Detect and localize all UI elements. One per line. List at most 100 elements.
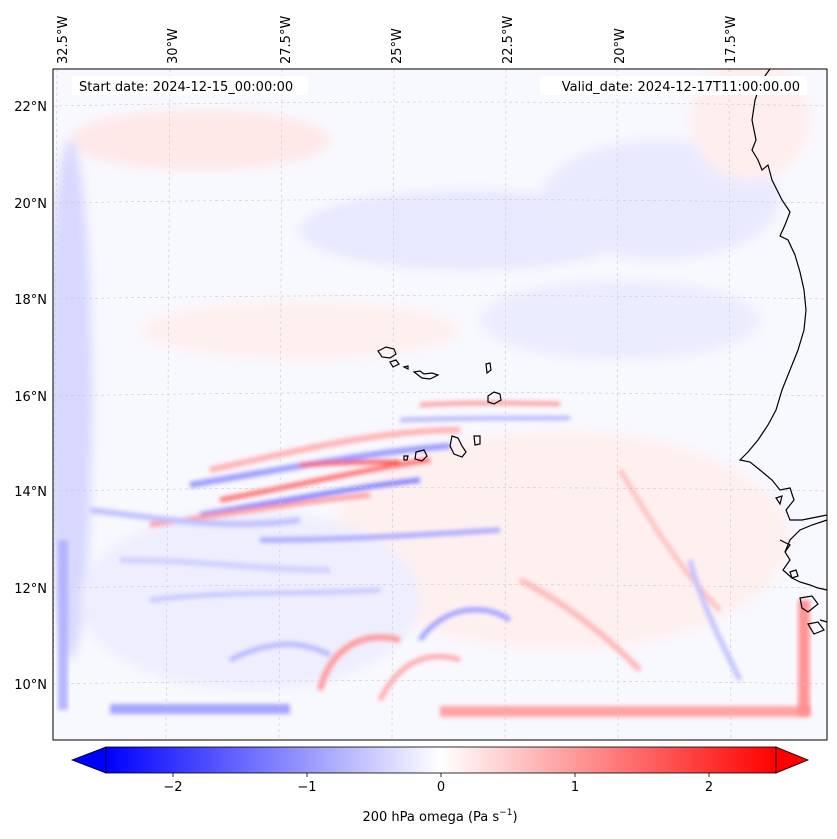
gridline-lat-10 (52, 680, 828, 685)
lon-label: 25°W (390, 28, 405, 64)
omega-streak (518, 577, 643, 673)
omega-streak (209, 427, 461, 473)
gridline-lon-27-5 (278, 68, 283, 741)
lon-label: 27.5°W (279, 16, 294, 64)
colorbar-label-exponent: −1 (499, 808, 512, 818)
omega-streak (417, 607, 512, 642)
omega-streak (419, 401, 561, 407)
lat-label: 14°N (14, 485, 47, 500)
omega-streak (377, 653, 461, 702)
omega-patch (330, 430, 790, 650)
start-date-box (72, 76, 308, 95)
omega-streak (687, 559, 743, 682)
omega-patch (53, 140, 92, 660)
colorbar-label-text: 200 hPa omega (Pa s (362, 810, 499, 825)
boundary-band-bottom-red (440, 706, 810, 717)
island-sao-nicolau (412, 370, 440, 380)
bijagos-islands (807, 619, 828, 635)
lon-label: 22.5°W (501, 16, 516, 64)
lat-label: 10°N (14, 678, 47, 693)
omega-streak (189, 443, 451, 488)
senegambia-coast (782, 519, 828, 591)
start-date-label: Start date: 2024-12-15_00:00:00 (79, 80, 293, 95)
colorbar-tick-label: 2 (705, 780, 713, 795)
colorbar-ticks: −2 −1 0 1 2 (163, 773, 713, 795)
coastal-islet (789, 569, 799, 579)
omega-streak (219, 457, 431, 503)
valid-date-box (540, 76, 807, 95)
omega-broad-patches (53, 69, 810, 690)
gridline-lon-22-5 (504, 68, 507, 741)
boundary-band-right-red (798, 600, 810, 715)
omega-streak (228, 641, 332, 663)
omega-streak (259, 527, 501, 543)
gridline-lon-32-5 (52, 68, 58, 741)
coastlines (738, 68, 828, 635)
colorbar-label-close: ) (512, 810, 517, 825)
valid-date-label: Valid_date: 2024-12-17T11:00:00.00 (562, 80, 800, 95)
gridline-lon-25 (391, 68, 395, 741)
colorbar-tick-label: −1 (297, 780, 316, 795)
coastal-inlet (779, 539, 791, 553)
omega-field (53, 69, 810, 717)
omega-streaks (89, 401, 743, 702)
omega-streak (399, 416, 571, 422)
coastal-islet (775, 495, 783, 506)
colorbar-tick-label: −2 (163, 780, 182, 795)
omega-streak (299, 460, 401, 467)
island-boa-vista (487, 391, 502, 405)
colorbar-tick-label: 0 (437, 780, 445, 795)
cape-verde-islands (377, 346, 502, 462)
lat-label: 22°N (14, 100, 47, 115)
latitude-labels: 22°N 20°N 18°N 16°N 14°N 12°N 10°N (14, 100, 47, 693)
omega-patch (480, 280, 760, 360)
gridline-lat-14 (52, 487, 828, 492)
gridline-lat-18 (52, 295, 828, 300)
lat-label: 18°N (14, 293, 47, 308)
boundary-band-left-blue (58, 540, 68, 710)
omega-patch (80, 510, 420, 690)
omega-patch (140, 300, 460, 360)
gridline-lat-12 (52, 584, 828, 589)
island-sao-vicente (389, 359, 400, 368)
lon-label: 32.5°W (56, 16, 71, 64)
omega-streak (89, 507, 301, 528)
guinea-bissau-coast (799, 595, 819, 613)
island-brava (403, 455, 409, 461)
island-santo-antao (377, 346, 397, 359)
colorbar: −2 −1 0 1 2 200 hPa omega (Pa s−1) (70, 746, 810, 825)
colorbar-label: 200 hPa omega (Pa s−1) (362, 808, 517, 825)
island-santiago (449, 435, 467, 458)
gridline-lon-20 (616, 68, 619, 741)
omega-patch (70, 110, 330, 170)
gridline-lat-22 (52, 101, 828, 107)
omega-patch (690, 69, 810, 180)
lon-label: 20°W (613, 28, 628, 64)
lat-label: 12°N (14, 582, 47, 597)
gridline-lat-20 (52, 199, 828, 204)
colorbar-tick-label: 1 (571, 780, 579, 795)
lon-label: 17.5°W (724, 16, 739, 64)
map-frame (52, 68, 828, 741)
africa-coastline (738, 68, 828, 521)
island-sal (485, 362, 492, 375)
island-santa-luzia (402, 365, 409, 370)
longitude-labels: 32.5°W 30°W 27.5°W 25°W 22.5°W 20°W 17.5… (56, 16, 739, 64)
omega-streak (617, 468, 722, 612)
boundary-band-bottom-blue (110, 704, 290, 714)
island-fogo (414, 449, 428, 462)
gridline-lon-30 (165, 68, 171, 741)
lat-label: 20°N (14, 197, 47, 212)
colorbar-extend-min (70, 746, 107, 774)
colorbar-extend-max (775, 746, 810, 774)
omega-streak (317, 634, 401, 691)
lat-label: 16°N (14, 390, 47, 405)
omega-streak (199, 477, 421, 518)
omega-streak (119, 557, 331, 573)
lon-label: 30°W (166, 28, 181, 64)
graticule (52, 68, 828, 741)
gridline-lon-17-5 (728, 68, 732, 741)
island-maio (473, 435, 481, 446)
map-panel: Start date: 2024-12-15_00:00:00 Valid_da… (52, 68, 828, 741)
